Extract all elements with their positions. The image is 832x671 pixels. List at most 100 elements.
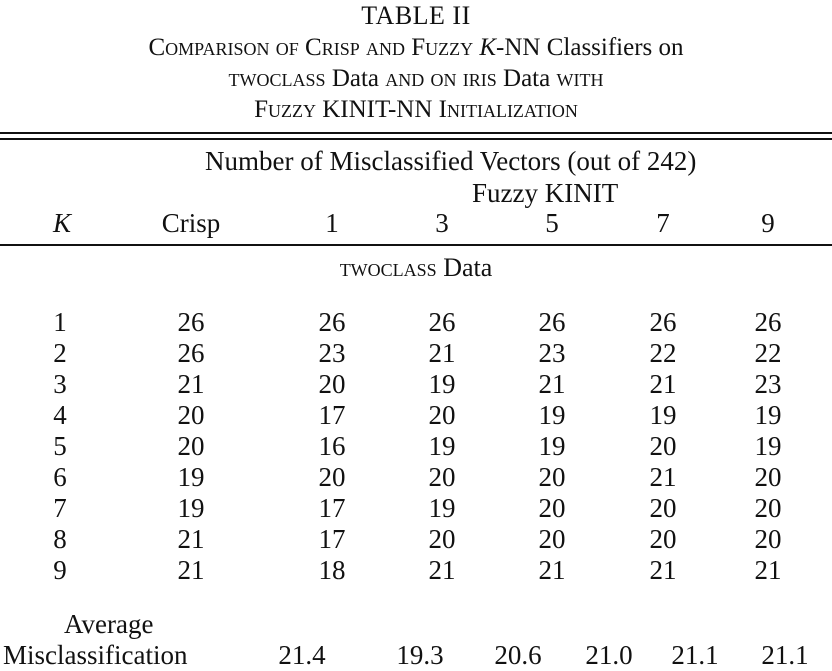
caption-line-2-data1: Data	[331, 65, 380, 92]
cell-fuzzy-3: 19	[428, 431, 456, 461]
table-row: 9 21 18 21 21 21 21	[0, 555, 832, 586]
cell-k: 3	[53, 369, 67, 399]
table-row: 3 21 20 19 21 21 23	[0, 369, 832, 400]
column-header-7: 7	[656, 208, 670, 238]
cell-fuzzy-9: 20	[754, 493, 782, 523]
cell-k: 7	[53, 493, 67, 523]
average-label-line-2: Misclassification	[3, 640, 188, 670]
cell-fuzzy-5: 20	[538, 524, 566, 554]
cell-fuzzy-7: 20	[649, 431, 677, 461]
table-row: 8 21 17 20 20 20 20	[0, 524, 832, 555]
cell-fuzzy-3: 20	[428, 524, 456, 554]
top-rule-upper	[0, 132, 832, 134]
cell-k: 2	[53, 338, 67, 368]
caption-line-3-a: Fuzzy	[254, 96, 323, 123]
cell-k: 8	[53, 524, 67, 554]
header-group-fuzzy-kinit: Fuzzy KINIT	[472, 178, 619, 208]
cell-fuzzy-5: 21	[538, 555, 566, 585]
cell-fuzzy-3: 20	[428, 462, 456, 492]
cell-fuzzy-1: 26	[318, 307, 346, 337]
caption-line-1-k: K	[479, 34, 497, 61]
caption-line-1-b: -NN Classifiers on	[496, 34, 684, 61]
cell-fuzzy-9: 20	[754, 524, 782, 554]
cell-fuzzy-5: 20	[538, 462, 566, 492]
header-rule	[0, 244, 832, 246]
cell-k: 4	[53, 400, 67, 430]
cell-fuzzy-7: 21	[649, 555, 677, 585]
cell-fuzzy-1: 17	[318, 493, 346, 523]
table-caption: Comparison of Crisp and Fuzzy K-NN Class…	[0, 32, 832, 125]
section-label-suffix: Data	[436, 253, 493, 282]
average-fuzzy-3: 20.6	[494, 640, 542, 670]
cell-fuzzy-3: 26	[428, 307, 456, 337]
cell-fuzzy-7: 22	[649, 338, 677, 368]
header-title: Number of Misclassified Vectors (out of …	[205, 146, 697, 176]
cell-fuzzy-1: 18	[318, 555, 346, 585]
column-header-crisp: Crisp	[161, 208, 221, 238]
table-row: 5 20 16 19 19 20 19	[0, 431, 832, 462]
section-label: twoclass Data	[0, 253, 832, 283]
cell-fuzzy-9: 20	[754, 462, 782, 492]
cell-fuzzy-9: 22	[754, 338, 782, 368]
top-rule-lower	[0, 138, 832, 140]
cell-fuzzy-7: 21	[649, 462, 677, 492]
cell-fuzzy-7: 20	[649, 524, 677, 554]
caption-line-2-data2: Data	[503, 65, 551, 92]
header-columns: K Crisp 1 3 5 7 9	[0, 208, 832, 240]
caption-line-2-b: and on iris	[379, 65, 504, 92]
cell-fuzzy-7: 19	[649, 400, 677, 430]
average-row: Misclassification 21.4 19.3 20.6 21.0 21…	[0, 640, 832, 671]
average-fuzzy-5: 21.0	[585, 640, 633, 670]
cell-fuzzy-1: 17	[318, 524, 346, 554]
cell-fuzzy-5: 23	[538, 338, 566, 368]
column-header-1: 1	[325, 208, 339, 238]
cell-crisp: 26	[177, 338, 205, 368]
cell-fuzzy-7: 21	[649, 369, 677, 399]
column-header-5: 5	[545, 208, 559, 238]
cell-crisp: 21	[177, 555, 205, 585]
cell-k: 1	[53, 307, 67, 337]
caption-line-2-c: with	[550, 65, 604, 92]
cell-crisp: 26	[177, 307, 205, 337]
caption-line-3-kinit: KINIT-NN	[322, 96, 433, 123]
caption-line-1-a: Comparison of Crisp and Fuzzy	[148, 34, 480, 61]
average-fuzzy-9: 21.1	[761, 640, 809, 670]
cell-k: 5	[53, 431, 67, 461]
table-row: 1 26 26 26 26 26 26	[0, 307, 832, 338]
cell-fuzzy-1: 20	[318, 462, 346, 492]
cell-fuzzy-9: 21	[754, 555, 782, 585]
cell-fuzzy-5: 19	[538, 431, 566, 461]
cell-fuzzy-1: 20	[318, 369, 346, 399]
cell-fuzzy-9: 19	[754, 431, 782, 461]
average-crisp: 21.4	[278, 640, 326, 670]
cell-fuzzy-1: 16	[318, 431, 346, 461]
cell-crisp: 20	[177, 431, 205, 461]
cell-crisp: 19	[177, 493, 205, 523]
average-label-line-1: Average	[64, 609, 154, 639]
cell-fuzzy-5: 21	[538, 369, 566, 399]
caption-line-2-a: twoclass	[228, 65, 332, 92]
cell-crisp: 21	[177, 369, 205, 399]
cell-k: 9	[53, 555, 67, 585]
cell-fuzzy-1: 23	[318, 338, 346, 368]
cell-fuzzy-3: 21	[428, 555, 456, 585]
cell-fuzzy-9: 19	[754, 400, 782, 430]
cell-fuzzy-9: 23	[754, 369, 782, 399]
table-row: 2 26 23 21 23 22 22	[0, 338, 832, 369]
table-label: TABLE II	[361, 1, 471, 30]
section-label-name: twoclass	[339, 253, 437, 282]
cell-fuzzy-3: 19	[428, 493, 456, 523]
cell-fuzzy-3: 21	[428, 338, 456, 368]
table-row: 7 19 17 19 20 20 20	[0, 493, 832, 524]
cell-k: 6	[53, 462, 67, 492]
cell-fuzzy-9: 26	[754, 307, 782, 337]
cell-fuzzy-5: 20	[538, 493, 566, 523]
table-row: 6 19 20 20 20 21 20	[0, 462, 832, 493]
cell-fuzzy-1: 17	[318, 400, 346, 430]
cell-fuzzy-7: 26	[649, 307, 677, 337]
caption-line-3: Fuzzy KINIT-NN Initialization	[0, 94, 832, 125]
column-header-k: K	[52, 208, 71, 238]
cell-fuzzy-5: 19	[538, 400, 566, 430]
cell-fuzzy-3: 19	[428, 369, 456, 399]
